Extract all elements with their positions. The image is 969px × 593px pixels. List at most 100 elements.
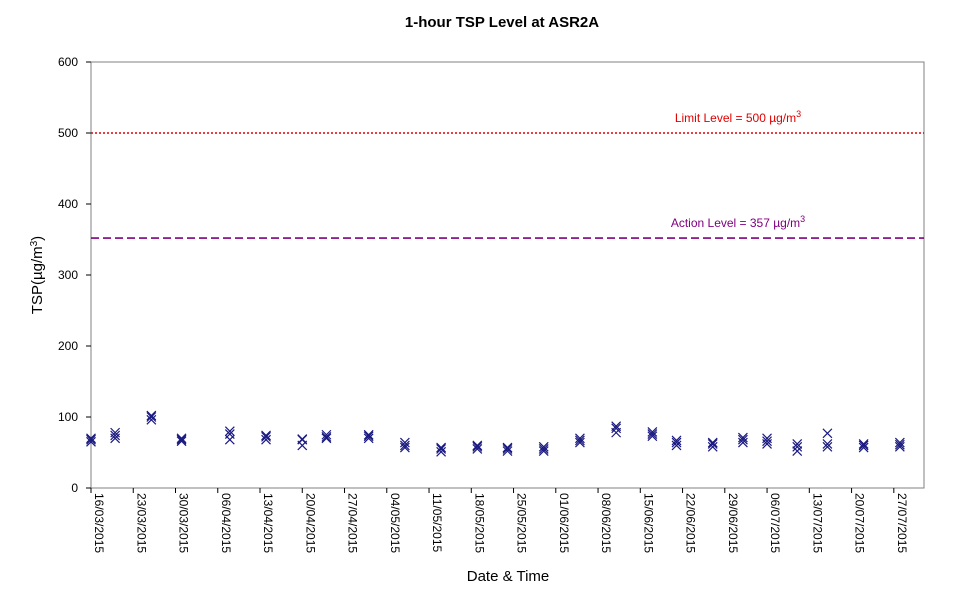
data-point bbox=[894, 439, 905, 450]
data-point bbox=[707, 441, 718, 452]
x-tick-label: 06/04/2015 bbox=[219, 493, 233, 553]
data-point bbox=[792, 441, 803, 452]
x-tick-label: 23/03/2015 bbox=[134, 493, 148, 553]
chart-title: 1-hour TSP Level at ASR2A bbox=[405, 14, 599, 31]
plot-area bbox=[90, 61, 925, 489]
x-axis-ticks: 16/03/2015 23/03/2015 30/03/2015 06/04/2015… bbox=[90, 488, 909, 553]
data-point bbox=[261, 434, 271, 445]
y-tick-label: 200 bbox=[58, 339, 78, 353]
data-point bbox=[176, 433, 187, 444]
y-tick-label: 300 bbox=[58, 268, 78, 282]
data-point bbox=[399, 437, 410, 448]
y-tick-label: 0 bbox=[71, 481, 78, 495]
data-point bbox=[224, 426, 235, 437]
data-point bbox=[363, 431, 374, 442]
data-point bbox=[436, 444, 447, 454]
data-point bbox=[575, 435, 585, 446]
data-point bbox=[146, 414, 157, 425]
x-tick-label: 20/07/2015 bbox=[853, 493, 867, 553]
data-point bbox=[110, 427, 121, 438]
data-points bbox=[86, 410, 905, 457]
data-point bbox=[224, 429, 235, 439]
data-point bbox=[261, 431, 271, 442]
data-point bbox=[671, 440, 682, 451]
data-point bbox=[858, 439, 869, 449]
data-point bbox=[261, 430, 271, 441]
data-point bbox=[146, 410, 157, 421]
data-point bbox=[86, 434, 96, 445]
x-tick-label: 16/03/2015 bbox=[92, 493, 106, 553]
data-point bbox=[297, 434, 308, 444]
y-axis-ticks: 0 100 200 300 400 500 600 bbox=[58, 55, 91, 495]
x-axis-label: Date & Time bbox=[467, 568, 550, 585]
data-point bbox=[472, 441, 483, 452]
data-point bbox=[436, 442, 447, 453]
data-point bbox=[538, 446, 549, 457]
data-point bbox=[146, 412, 157, 422]
data-point bbox=[792, 439, 803, 449]
data-point bbox=[399, 442, 410, 453]
data-point bbox=[822, 439, 833, 449]
x-tick-label: 08/06/2015 bbox=[599, 493, 613, 553]
x-tick-label: 25/05/2015 bbox=[515, 493, 529, 553]
x-tick-label: 06/07/2015 bbox=[768, 493, 782, 553]
x-tick-label: 27/04/2015 bbox=[346, 493, 360, 553]
x-tick-label: 04/05/2015 bbox=[388, 493, 402, 553]
reference-lines: Limit Level = 500 µg/m3 Action Level = 35… bbox=[91, 109, 924, 239]
data-point bbox=[472, 444, 483, 454]
data-point bbox=[110, 430, 121, 441]
data-point bbox=[575, 437, 585, 448]
data-point bbox=[858, 440, 869, 451]
x-tick-label: 30/03/2015 bbox=[177, 493, 191, 553]
data-point bbox=[363, 433, 374, 444]
data-point bbox=[707, 439, 718, 449]
data-point bbox=[894, 441, 905, 452]
data-point bbox=[737, 434, 748, 445]
x-tick-label: 13/07/2015 bbox=[810, 493, 824, 553]
y-tick-label: 400 bbox=[58, 197, 78, 211]
data-point bbox=[321, 433, 332, 444]
data-point bbox=[611, 423, 622, 434]
data-point bbox=[502, 446, 513, 457]
data-point bbox=[575, 433, 585, 444]
x-tick-label: 27/07/2015 bbox=[895, 493, 909, 553]
data-point bbox=[321, 431, 332, 442]
x-tick-label: 01/06/2015 bbox=[557, 493, 571, 553]
data-point bbox=[86, 433, 96, 444]
y-tick-label: 100 bbox=[58, 410, 78, 424]
data-point bbox=[321, 429, 332, 440]
data-point bbox=[502, 444, 513, 454]
data-point bbox=[436, 446, 447, 457]
action-level-label: Action Level = 357 µg/m3 bbox=[671, 214, 805, 230]
data-point bbox=[822, 441, 833, 452]
data-point bbox=[502, 442, 513, 453]
data-point bbox=[538, 444, 549, 454]
data-point bbox=[792, 446, 803, 457]
data-point bbox=[737, 432, 748, 443]
x-tick-label: 11/05/2015 bbox=[430, 493, 444, 552]
x-tick-label: 15/06/2015 bbox=[641, 493, 655, 553]
data-point bbox=[671, 437, 682, 448]
data-point bbox=[707, 437, 718, 448]
data-point bbox=[737, 437, 748, 448]
data-point bbox=[858, 442, 869, 453]
data-point bbox=[611, 421, 622, 432]
data-point bbox=[647, 429, 658, 439]
data-point bbox=[399, 440, 410, 451]
x-tick-label: 13/04/2015 bbox=[261, 493, 275, 553]
data-point bbox=[176, 434, 187, 445]
data-point bbox=[538, 441, 549, 452]
y-tick-label: 500 bbox=[58, 126, 78, 140]
x-tick-label: 18/05/2015 bbox=[472, 493, 486, 553]
data-point bbox=[894, 437, 905, 448]
limit-level-label: Limit Level = 500 µg/m3 bbox=[675, 109, 801, 125]
data-point bbox=[762, 433, 772, 444]
data-point bbox=[86, 436, 96, 447]
data-point bbox=[762, 436, 772, 447]
data-point bbox=[671, 435, 682, 446]
data-point bbox=[472, 440, 483, 451]
x-tick-label: 20/04/2015 bbox=[303, 493, 317, 553]
y-tick-label: 600 bbox=[58, 55, 78, 69]
data-point bbox=[647, 431, 658, 442]
